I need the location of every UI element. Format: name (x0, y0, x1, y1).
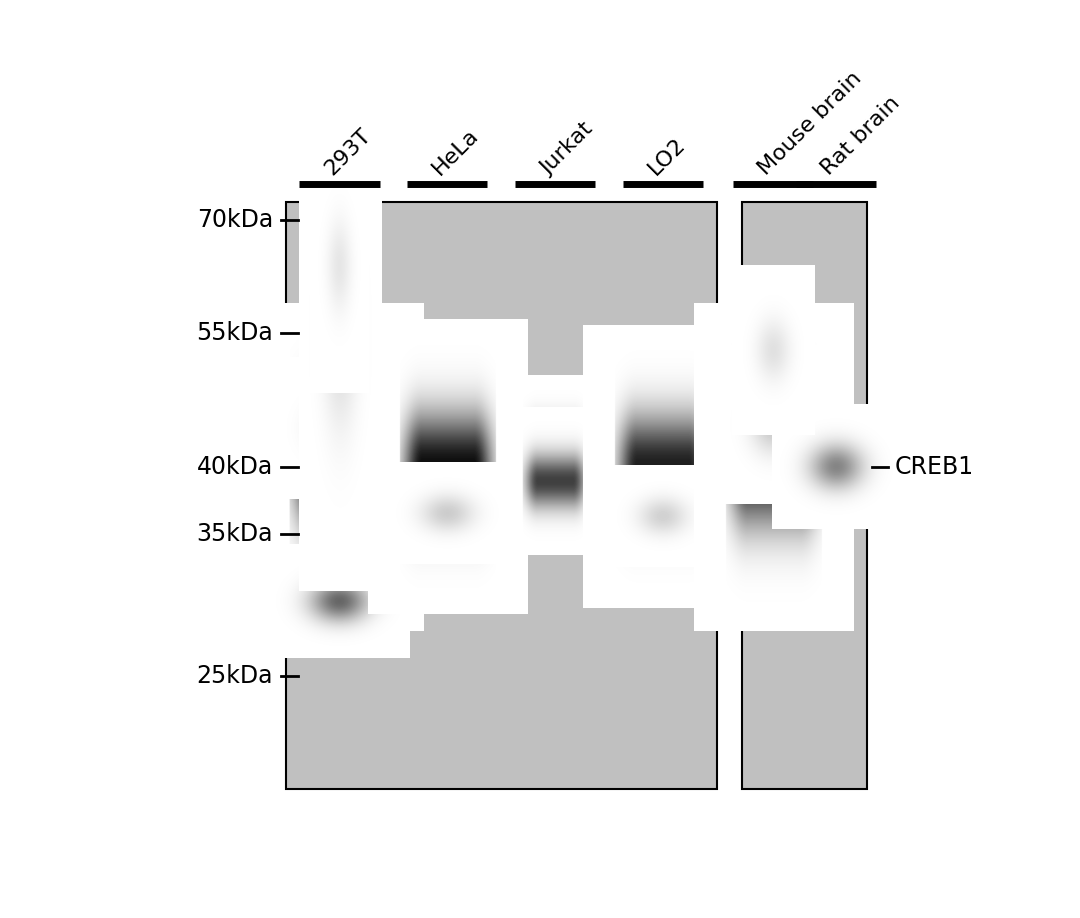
Text: Rat brain: Rat brain (818, 93, 904, 179)
Bar (285, 202, 717, 789)
Text: HeLa: HeLa (429, 125, 483, 179)
Text: 70kDa: 70kDa (197, 207, 273, 231)
Text: Mouse brain: Mouse brain (755, 68, 866, 179)
Text: 40kDa: 40kDa (197, 455, 273, 479)
Text: CREB1: CREB1 (895, 455, 974, 479)
Text: 55kDa: 55kDa (197, 320, 273, 345)
Text: 293T: 293T (321, 125, 375, 179)
Text: LO2: LO2 (645, 134, 689, 179)
Text: 35kDa: 35kDa (197, 522, 273, 546)
Text: 25kDa: 25kDa (197, 664, 273, 688)
Bar (742, 202, 867, 789)
Text: Jurkat: Jurkat (537, 118, 596, 179)
